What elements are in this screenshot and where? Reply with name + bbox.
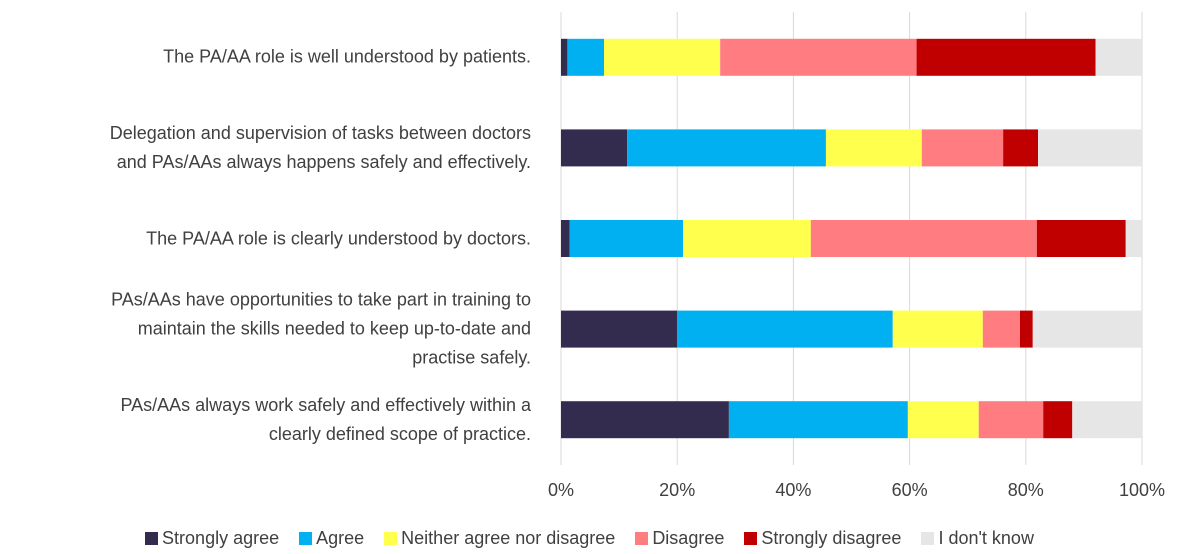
- x-tick-label: 40%: [775, 480, 811, 500]
- bar-segment: [677, 310, 893, 348]
- legend-swatch: [635, 532, 649, 545]
- legend-item: Strongly agree: [145, 528, 279, 549]
- bar-segment: [916, 38, 1096, 76]
- legend-swatch: [921, 532, 935, 545]
- bar-segment: [982, 310, 1020, 348]
- x-tick-label: 0%: [548, 480, 574, 500]
- category-label: PAs/AAs have opportunities to take part …: [111, 289, 531, 368]
- bar-segment: [720, 38, 917, 76]
- bar-segment: [907, 401, 979, 439]
- bar-segment: [1043, 401, 1073, 439]
- bar-segment: [561, 401, 729, 439]
- legend-label: Disagree: [652, 528, 725, 548]
- bar-segment: [921, 129, 1004, 167]
- legend-swatch: [145, 532, 159, 545]
- bar-segment: [561, 38, 568, 76]
- bar-segment: [728, 401, 908, 439]
- bar-segment: [561, 220, 570, 257]
- bar-segment: [561, 310, 678, 348]
- legend-label: Strongly disagree: [761, 528, 902, 548]
- legend-label: Strongly agree: [162, 528, 280, 548]
- bar-segment: [561, 129, 628, 167]
- category-label: The PA/AA role is clearly understood by …: [146, 228, 531, 248]
- bar-segment: [1038, 129, 1142, 167]
- x-tick-label: 20%: [659, 480, 695, 500]
- x-tick-label: 100%: [1119, 480, 1165, 500]
- legend-swatch: [744, 532, 758, 545]
- legend-item: Agree: [299, 528, 364, 549]
- x-tick-label: 60%: [892, 480, 928, 500]
- legend-swatch: [384, 532, 398, 545]
- bar-segment: [1019, 310, 1033, 348]
- legend-swatch: [299, 532, 313, 545]
- legend-item: I don't know: [921, 528, 1034, 549]
- bar-segment: [1036, 220, 1126, 257]
- bar-segment: [978, 401, 1044, 439]
- legend-item: Strongly disagree: [744, 528, 901, 549]
- bar-segment: [603, 38, 721, 76]
- bar-segment: [810, 220, 1037, 257]
- legend-label: I don't know: [938, 528, 1034, 548]
- legend-label: Neither agree nor disagree: [401, 528, 616, 548]
- category-label: PAs/AAs always work safely and effective…: [120, 394, 531, 444]
- category-label: Delegation and supervision of tasks betw…: [109, 122, 531, 172]
- legend: Strongly agree Agree Neither agree nor dis…: [0, 528, 1179, 549]
- bar-segment: [1095, 38, 1142, 76]
- legend-item: Disagree: [635, 528, 724, 549]
- bar-segment: [627, 129, 826, 167]
- bar-segment: [892, 310, 983, 348]
- bar-segment: [1032, 310, 1142, 348]
- bar-segment: [567, 38, 604, 76]
- bar-segment: [683, 220, 811, 257]
- bar-segment: [1003, 129, 1039, 167]
- legend-label: Agree: [316, 528, 365, 548]
- bar-segment: [569, 220, 684, 257]
- legend-item: Neither agree nor disagree: [384, 528, 615, 549]
- bar-segment: [825, 129, 922, 167]
- bar-segment: [1125, 220, 1142, 257]
- category-label: The PA/AA role is well understood by pat…: [163, 46, 531, 67]
- bar-segment: [1072, 401, 1142, 439]
- x-tick-label: 80%: [1008, 480, 1044, 500]
